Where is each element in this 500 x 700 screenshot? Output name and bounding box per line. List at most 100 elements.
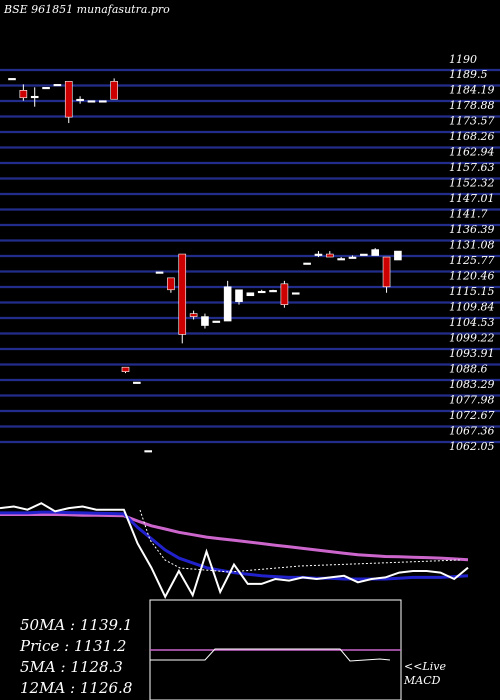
candle — [189, 310, 198, 320]
stat-label: 5MA : — [20, 658, 70, 676]
candle — [394, 250, 402, 261]
moving-average-panel — [0, 502, 469, 600]
candle — [269, 289, 277, 293]
stat-label: 12MA : — [20, 679, 80, 697]
candle — [348, 255, 357, 259]
candle — [8, 78, 16, 81]
candle-body — [235, 289, 243, 302]
indicator-line — [0, 502, 469, 600]
price-tick-label: 1157.63 — [449, 161, 495, 174]
price-tick-label: 1189.5 — [449, 68, 488, 81]
candle — [303, 262, 311, 265]
candle-body — [212, 320, 221, 323]
price-tick-label: 1083.29 — [449, 378, 495, 391]
indicator-line — [0, 510, 469, 581]
price-axis-extra-label: 1190 — [449, 53, 477, 66]
candle — [76, 96, 84, 104]
candle-body — [246, 292, 255, 297]
candle-body — [223, 286, 232, 322]
candle-body — [303, 262, 311, 265]
candle-body — [337, 258, 345, 261]
candle — [99, 100, 107, 103]
stat-label: 50MA : — [20, 616, 80, 634]
price-axis-ticks: 1189.5 1184.19 1178.88 1173.57 1168.26 1162.9… — [449, 68, 495, 453]
stat-row: 12MA : 1126.8 — [20, 679, 132, 697]
price-tick-label: 1136.39 — [449, 223, 495, 236]
candle — [235, 289, 243, 305]
candles — [8, 78, 402, 453]
price-tick-label: 1099.22 — [449, 332, 495, 345]
price-tick-label: 1131.08 — [449, 239, 495, 252]
macd-panel — [149, 599, 402, 700]
candle — [167, 277, 175, 293]
candle-body — [257, 290, 266, 294]
price-tick-label: 1093.91 — [449, 347, 495, 360]
candle-body — [64, 81, 73, 118]
candle-body — [360, 253, 368, 256]
candle — [223, 280, 232, 322]
candle-body — [76, 98, 84, 102]
candle-body — [133, 381, 141, 384]
stat-value: 1131.2 — [74, 637, 127, 655]
indicator-line — [0, 513, 469, 562]
candle-body — [53, 84, 62, 87]
price-tick-label: 1120.46 — [449, 270, 495, 283]
candle-body — [314, 253, 323, 256]
candle — [337, 257, 345, 261]
candle-body — [87, 100, 96, 103]
stat-row: 5MA : 1128.3 — [20, 658, 123, 676]
price-tick-label: 1168.26 — [449, 130, 495, 143]
macd-caption-line2: MACD — [403, 674, 441, 687]
price-tick-label: 1147.01 — [449, 192, 495, 205]
stat-value: 1128.3 — [70, 658, 123, 676]
price-tick-label: 1109.84 — [449, 301, 495, 314]
candle-body — [178, 253, 187, 335]
price-tick-label: 1115.15 — [449, 285, 495, 298]
stat-value: 1139.1 — [80, 616, 133, 634]
price-tick-label: 1072.67 — [449, 409, 495, 422]
candle-body — [382, 256, 391, 288]
macd-caption: <<Live MACD — [403, 660, 449, 687]
stat-value: 1126.8 — [80, 679, 133, 697]
candle — [371, 248, 380, 256]
candle — [382, 256, 391, 293]
candle — [280, 280, 289, 308]
candle-body — [394, 250, 402, 261]
candle-body — [291, 292, 300, 295]
candle — [314, 251, 323, 258]
candle — [212, 320, 221, 323]
price-tick-label: 1125.77 — [449, 254, 495, 267]
price-tick-label: 1088.6 — [449, 363, 488, 376]
candle-body — [325, 253, 334, 258]
candle-body — [167, 277, 175, 291]
candle — [178, 253, 187, 344]
candle — [110, 78, 118, 100]
candle — [201, 313, 209, 329]
dashed-price-line — [139, 509, 461, 573]
candle — [19, 84, 28, 101]
candle — [53, 84, 62, 87]
candle-body — [8, 78, 16, 81]
chart-title: BSE 961851 munafasutra.pro — [3, 3, 170, 16]
candle — [246, 292, 255, 297]
candle — [87, 100, 96, 103]
price-tick-label: 1184.19 — [449, 84, 495, 97]
stat-label: Price : — [19, 637, 74, 655]
candle — [133, 381, 141, 384]
candle — [360, 253, 368, 256]
candle-body — [348, 256, 357, 259]
price-tick-label: 1162.94 — [449, 146, 495, 159]
candle-body — [121, 366, 130, 372]
price-tick-label: 1104.53 — [449, 316, 495, 329]
price-tick-label: 1067.36 — [449, 425, 495, 438]
candle-body — [144, 450, 152, 453]
candle-body — [155, 271, 164, 274]
candle-body — [42, 87, 50, 90]
price-tick-label: 1077.98 — [449, 394, 495, 407]
candle-body — [201, 316, 209, 326]
candle-body — [371, 249, 380, 256]
candle — [291, 292, 300, 295]
candle-body — [99, 100, 107, 103]
price-tick-label: 1173.57 — [449, 115, 495, 128]
